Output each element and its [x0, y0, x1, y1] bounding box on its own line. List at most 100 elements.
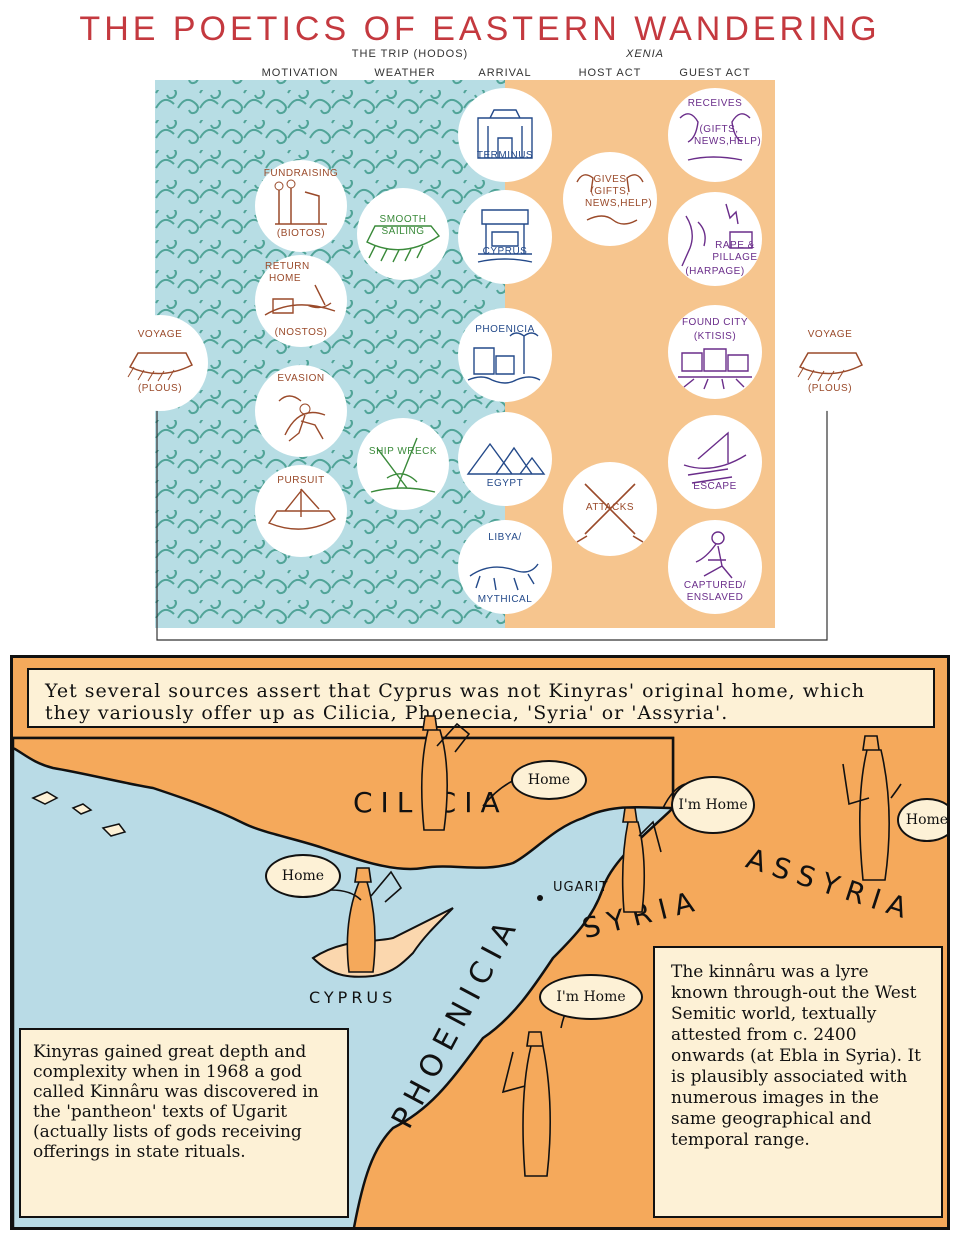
kinyras-cyprus-figure	[346, 867, 403, 973]
evasion-label: EVASION	[277, 373, 325, 384]
egypt-label: EGYPT	[486, 478, 524, 489]
column-header-guest-act: GUEST ACT	[679, 67, 751, 79]
speech-bubble-cilicia: Home	[511, 760, 587, 800]
speech-bubble-cyprus: Home	[265, 854, 341, 898]
group-header-xenia: XENIA	[625, 48, 664, 60]
weather-smooth-sailing: SMOOTH SAILING	[357, 188, 449, 280]
right-caption-text: The kinnâru was a lyre known through-out…	[671, 962, 922, 1150]
voyage-right-sub: (PLOUS)	[807, 383, 853, 394]
receiving-faces-icon	[679, 113, 751, 161]
region-label-cyprus: CYPRUS	[309, 988, 397, 1007]
ship-icon	[797, 352, 864, 382]
voyage-circle-right: VOYAGE (PLOUS)	[782, 315, 878, 411]
group-header-trip: THE TRIP (HODOS)	[351, 48, 469, 60]
arrival-egypt: EGYPT	[458, 412, 552, 506]
evasion-figures-icon	[278, 395, 326, 442]
voyage-circle-left: VOYAGE (PLOUS)	[112, 315, 208, 411]
gives-sub: (GIFTS, NEWS,HELP)	[585, 186, 653, 209]
arrival-phoenicia: PHOENICIA	[458, 308, 552, 402]
temple-icon	[477, 109, 533, 159]
leopard-icon	[469, 563, 539, 591]
guest-receives: RECEIVES (GIFTS, NEWS,HELP)	[668, 88, 762, 182]
left-caption-text: Kinyras gained great depth and complexit…	[33, 1042, 319, 1162]
pillage-icon	[681, 203, 753, 267]
host-gives: GIVES (GIFTS, NEWS,HELP)	[563, 152, 657, 246]
crossed-swords-icon	[576, 483, 644, 543]
receives-sub: (GIFTS, NEWS,HELP)	[694, 124, 762, 147]
voyage-left-sub: (PLOUS)	[137, 383, 183, 394]
guest-escape: ESCAPE	[668, 415, 762, 509]
ship-icon	[127, 352, 194, 382]
return-home-sub: (NOSTOS)	[274, 327, 328, 338]
found-city-icon	[678, 348, 752, 390]
fundraising-sub: (BIOTOS)	[276, 228, 326, 239]
column-header-motivation: MOTIVATION	[261, 67, 339, 79]
return-home-label: RETURN HOME	[265, 261, 310, 284]
smooth-sailing-label: SMOOTH SAILING	[379, 214, 427, 237]
captive-figure-icon	[695, 531, 733, 579]
arrival-libya-mythical: LIBYA/ MYTHICAL	[458, 520, 552, 614]
region-label-ugarit: UGARIT	[553, 880, 609, 895]
shipwreck-label: SHIP WRECK	[368, 446, 438, 457]
speech-bubble-phoenicia: I'm Home	[539, 974, 643, 1020]
column-header-weather: WEATHER	[374, 67, 436, 79]
pyramids-icon	[466, 442, 546, 475]
motivation-evasion: EVASION	[255, 365, 347, 457]
mythical-label: MYTHICAL	[477, 594, 533, 605]
voyage-right-label: VOYAGE	[807, 329, 853, 340]
smooth-sailing-ship-icon	[366, 225, 441, 263]
guest-found-city: FOUND CITY (KTISIS)	[668, 305, 762, 399]
motivation-return-home: RETURN HOME (NOSTOS)	[255, 255, 347, 347]
kinyras-assyria-figure	[842, 735, 890, 881]
guest-captured: CAPTURED/ ENSLAVED	[668, 520, 762, 614]
phoenicia-city-icon	[467, 332, 541, 384]
receives-label: RECEIVES	[687, 98, 743, 109]
right-caption: The kinnâru was a lyre known through-out…	[653, 946, 943, 1218]
speech-bubble-assyria: Home	[897, 798, 947, 842]
arrival-cyprus: CYPRUS	[458, 190, 552, 284]
return-arrow-line	[156, 395, 828, 641]
captured-label: CAPTURED/	[683, 580, 747, 591]
rape-pillage-label: RAPE & PILLAGE	[712, 240, 758, 263]
host-attacks: ATTACKS	[563, 462, 657, 556]
pursuit-ship-icon	[267, 488, 337, 530]
arrival-terminus: TERMINUS	[458, 88, 552, 182]
top-caption: Yet several sources assert that Cyprus w…	[27, 668, 935, 728]
kinyras-syria-figure	[621, 807, 662, 913]
column-header-host-act: HOST ACT	[578, 67, 642, 79]
cyprus-building-icon	[477, 209, 533, 263]
attacks-label: ATTACKS	[585, 502, 635, 513]
handshake-icon	[576, 174, 644, 225]
gives-label: GIVES	[593, 174, 627, 185]
diagram-title: THE POETICS OF EASTERN WANDERING	[79, 10, 881, 48]
shipwreck-icon	[370, 437, 436, 493]
kinyras-figures	[330, 715, 902, 1177]
return-home-icon	[264, 284, 336, 316]
cyprus-label: CYPRUS	[482, 246, 528, 257]
ktisis-label: (KTISIS)	[693, 331, 737, 342]
kinyras-cilicia-figure	[420, 715, 471, 831]
comic-panel: Yet several sources assert that Cyprus w…	[10, 655, 950, 1230]
speech-bubble-syria: I'm Home	[671, 776, 755, 834]
escape-ship-icon	[683, 431, 747, 484]
weather-shipwreck: SHIP WRECK	[357, 418, 449, 510]
motivation-pursuit: PURSUIT	[255, 465, 347, 557]
libya-label: LIBYA/	[488, 532, 522, 543]
column-header-arrival: ARRIVAL	[478, 67, 532, 79]
kinyras-phoenicia-figure	[501, 1031, 551, 1177]
anatolia-coast	[13, 736, 675, 871]
enslaved-label: ENSLAVED	[686, 592, 744, 603]
terminus-label: TERMINUS	[476, 150, 534, 161]
escape-label: ESCAPE	[693, 481, 737, 492]
phoenicia-label: PHOENICIA	[475, 324, 535, 335]
pursuit-label: PURSUIT	[277, 475, 325, 486]
guest-rape-pillage: RAPE & PILLAGE (HARPAGE)	[668, 192, 762, 286]
fundraising-label: FUNDRAISING	[263, 168, 339, 179]
fundraising-figures-icon	[274, 179, 327, 225]
motivation-fundraising: FUNDRAISING (BIOTOS)	[255, 160, 347, 252]
top-caption-text: Yet several sources assert that Cyprus w…	[45, 680, 866, 724]
found-city-label: FOUND CITY	[681, 317, 749, 328]
left-caption: Kinyras gained great depth and complexit…	[19, 1028, 349, 1218]
voyage-left-label: VOYAGE	[137, 329, 183, 340]
harpage-label: (HARPAGE)	[685, 266, 745, 277]
